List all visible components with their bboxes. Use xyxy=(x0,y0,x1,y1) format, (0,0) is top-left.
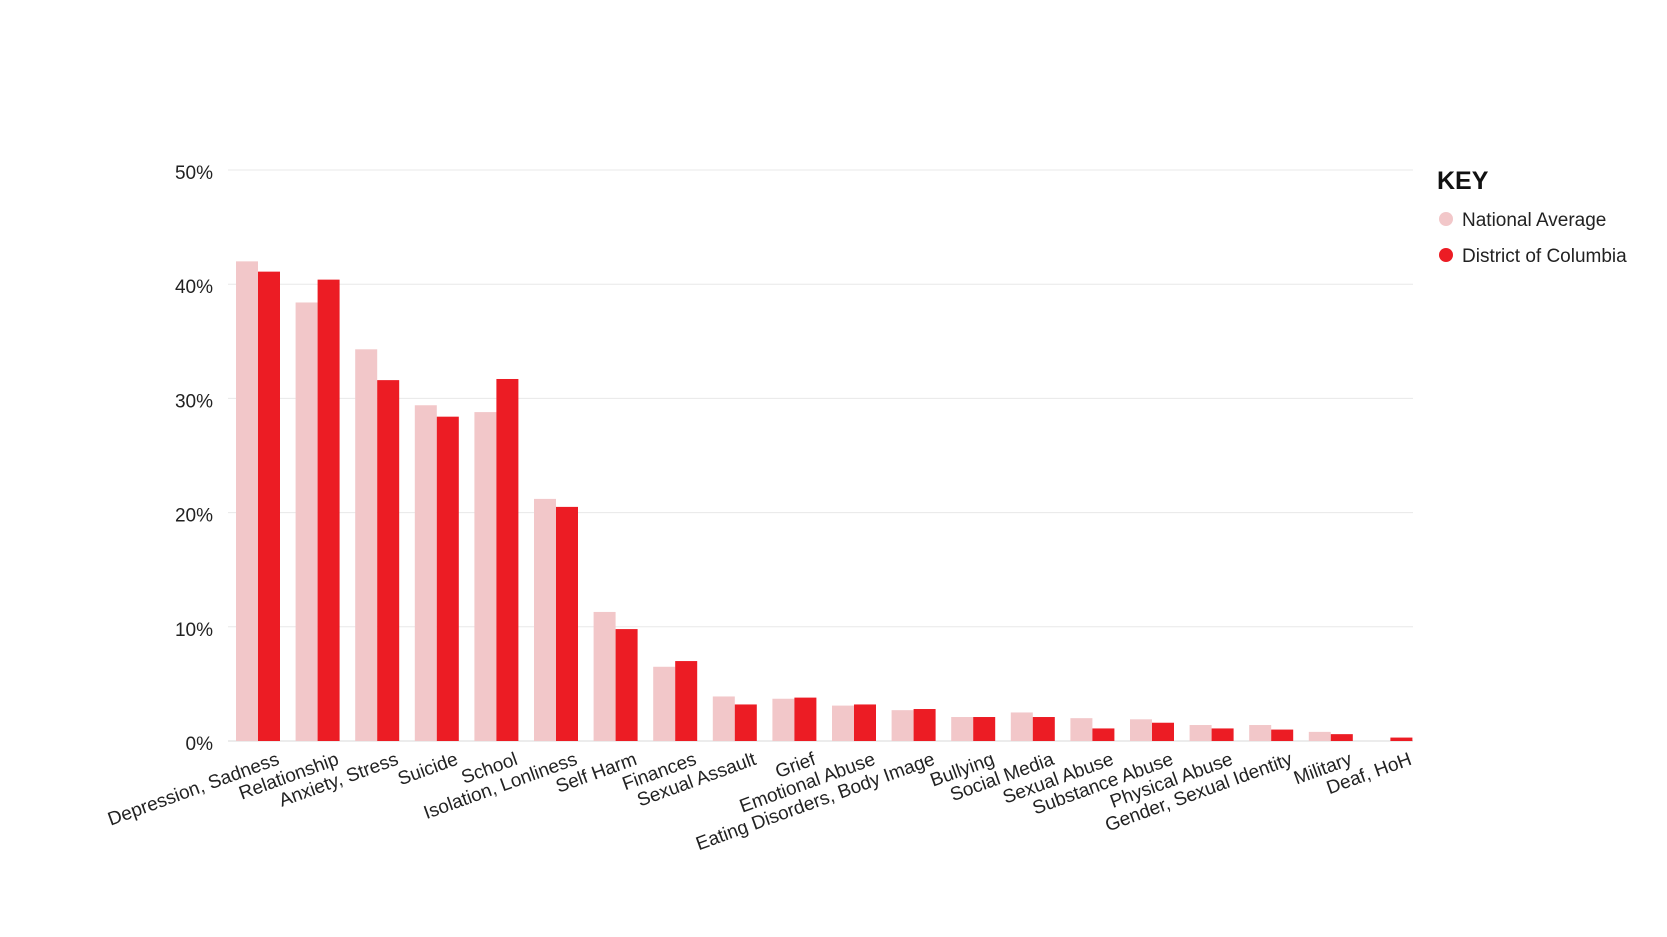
bar-district-of-columbia xyxy=(317,279,340,741)
bar-district-of-columbia xyxy=(734,704,757,741)
bar-national-average xyxy=(1130,719,1152,741)
y-tick-label: 30% xyxy=(175,391,213,412)
bar-district-of-columbia xyxy=(913,709,936,741)
bar-national-average xyxy=(832,705,854,741)
bar-district-of-columbia xyxy=(556,506,578,741)
bar-national-average xyxy=(1010,712,1033,741)
y-tick-label: 20% xyxy=(175,506,213,527)
bar-national-average xyxy=(593,611,616,741)
bar-district-of-columbia xyxy=(377,380,400,741)
bar-district-of-columbia xyxy=(1152,722,1174,741)
bar-district-of-columbia xyxy=(615,629,638,741)
bar-district-of-columbia xyxy=(496,378,519,741)
legend-label-district-of-columbia: District of Columbia xyxy=(1462,246,1627,267)
bar-national-average xyxy=(1308,731,1331,741)
bar-district-of-columbia xyxy=(794,697,817,741)
legend-swatch-national-average xyxy=(1439,212,1453,226)
bar-national-average xyxy=(295,302,318,741)
y-axis-ticks: 0% 10% 20% 30% 40% 50% xyxy=(175,163,213,755)
x-axis-ticks: Depression, SadnessRelationshipAnxiety, … xyxy=(105,749,1414,855)
bar-district-of-columbia xyxy=(1092,728,1115,741)
bar-national-average xyxy=(355,349,378,741)
bar-district-of-columbia xyxy=(1330,734,1353,741)
x-tick-label: Suicide xyxy=(395,749,461,790)
bar-district-of-columbia xyxy=(1032,717,1055,741)
bar-national-average xyxy=(414,405,437,741)
bar-national-average xyxy=(534,498,556,741)
bar-national-average xyxy=(1070,718,1093,741)
gridlines xyxy=(228,169,1413,742)
bar-district-of-columbia xyxy=(436,416,459,741)
bar-district-of-columbia xyxy=(1271,729,1294,741)
bars xyxy=(236,261,1413,741)
bar-national-average xyxy=(1249,725,1272,741)
bar-national-average xyxy=(236,261,258,741)
bar-national-average xyxy=(891,710,914,741)
y-tick-label: 50% xyxy=(175,163,213,184)
legend-swatch-district-of-columbia xyxy=(1439,248,1453,262)
legend-label-national-average: National Average xyxy=(1462,210,1606,231)
bar-national-average xyxy=(653,666,676,741)
legend: KEY National Average District of Columbi… xyxy=(1437,167,1627,267)
y-tick-label: 0% xyxy=(186,734,214,755)
bar-national-average xyxy=(1189,725,1212,741)
bar-district-of-columbia xyxy=(1390,737,1413,741)
bar-national-average xyxy=(951,717,974,741)
bar-district-of-columbia xyxy=(258,271,280,741)
bar-national-average xyxy=(772,698,795,741)
bar-national-average xyxy=(712,696,735,741)
bar-district-of-columbia xyxy=(973,717,996,741)
bar-district-of-columbia xyxy=(854,704,876,741)
y-tick-label: 40% xyxy=(175,277,213,298)
bar-district-of-columbia xyxy=(675,661,698,741)
y-tick-label: 10% xyxy=(175,620,213,641)
bar-district-of-columbia xyxy=(1211,728,1234,741)
legend-title: KEY xyxy=(1437,167,1489,195)
bar-national-average xyxy=(474,412,497,741)
